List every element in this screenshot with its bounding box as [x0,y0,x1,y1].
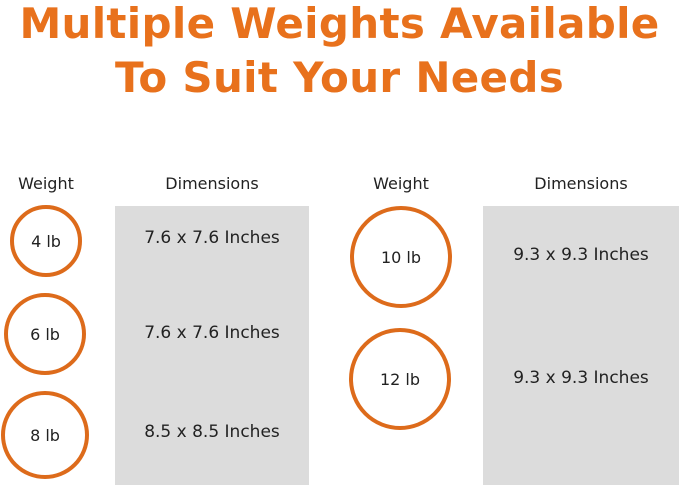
left-dimensions-header: Dimensions [165,174,259,193]
weight-circle-8lb: 8 lb [1,391,89,479]
weight-label: 10 lb [380,247,422,267]
right-weight-header: Weight [373,174,429,193]
dimensions-10lb: 9.3 x 9.3 Inches [513,245,649,265]
weight-label: 4 lb [31,231,61,251]
left-dimensions-panel [115,206,309,485]
right-dimensions-header: Dimensions [534,174,628,193]
weight-circle-6lb: 6 lb [4,293,86,375]
weight-label: 12 lb [379,369,421,389]
title-line-1: Multiple Weights Available [19,0,660,48]
weight-label: 6 lb [30,324,60,344]
dimensions-4lb: 7.6 x 7.6 Inches [144,228,280,248]
dimensions-12lb: 9.3 x 9.3 Inches [513,368,649,388]
dimensions-6lb: 7.6 x 7.6 Inches [144,323,280,343]
title-line-2: To Suit Your Needs [114,53,565,102]
right-dimensions-panel [483,206,679,485]
left-weight-header: Weight [18,174,74,193]
weight-circle-4lb: 4 lb [10,205,82,277]
weight-label: 8 lb [30,425,60,445]
weight-circle-12lb: 12 lb [349,328,451,430]
weight-circle-10lb: 10 lb [350,206,452,308]
dimensions-8lb: 8.5 x 8.5 Inches [144,422,280,442]
